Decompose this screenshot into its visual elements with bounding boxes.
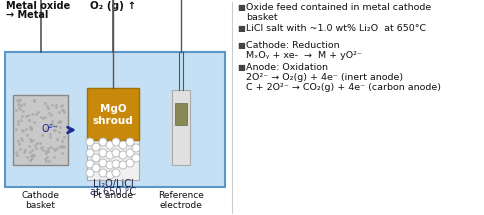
Circle shape [86, 160, 94, 168]
Circle shape [126, 149, 134, 157]
Bar [172, 90, 190, 165]
Circle shape [92, 164, 100, 172]
Circle shape [92, 143, 100, 151]
Text: basket: basket [246, 13, 278, 22]
Bar [13, 95, 68, 165]
Bar [5, 52, 225, 187]
Circle shape [86, 149, 94, 157]
Text: Pt anode: Pt anode [93, 191, 133, 200]
Bar [87, 88, 139, 180]
Circle shape [112, 160, 120, 168]
Circle shape [119, 151, 127, 159]
Circle shape [106, 161, 114, 169]
Circle shape [106, 151, 114, 159]
Circle shape [99, 138, 107, 146]
Circle shape [99, 169, 107, 177]
Text: Cathode
basket: Cathode basket [21, 191, 60, 210]
Text: O₂ (g) ↑: O₂ (g) ↑ [90, 1, 136, 11]
Circle shape [86, 138, 94, 146]
Text: at 650 °C: at 650 °C [90, 187, 136, 197]
Text: C + 2O²⁻ → CO₂(g) + 4e⁻ (carbon anode): C + 2O²⁻ → CO₂(g) + 4e⁻ (carbon anode) [246, 83, 441, 92]
Text: O²⁻: O²⁻ [42, 124, 58, 134]
Circle shape [126, 159, 134, 167]
Circle shape [119, 161, 127, 169]
Circle shape [126, 138, 134, 146]
Circle shape [112, 149, 120, 157]
Text: Cathode: Reduction: Cathode: Reduction [246, 41, 340, 50]
Text: ■: ■ [237, 3, 245, 12]
Text: ■: ■ [237, 24, 245, 33]
Text: ■: ■ [237, 63, 245, 72]
Text: LiCl salt with ~1.0 wt% Li₂O  at 650°C: LiCl salt with ~1.0 wt% Li₂O at 650°C [246, 24, 426, 33]
Bar [87, 88, 139, 140]
Text: ■: ■ [237, 41, 245, 50]
Text: MgO: MgO [100, 104, 126, 114]
Text: Li₂O/LiCl: Li₂O/LiCl [92, 179, 134, 189]
Circle shape [99, 159, 107, 167]
Circle shape [112, 138, 120, 146]
Text: → Metal: → Metal [6, 10, 48, 20]
Text: Anode: Oxidation: Anode: Oxidation [246, 63, 328, 72]
Bar [175, 103, 187, 125]
Text: MₓOᵧ + xe-  →  M + yO²⁻: MₓOᵧ + xe- → M + yO²⁻ [246, 51, 362, 60]
Circle shape [86, 169, 94, 177]
Text: Oxide feed contained in metal cathode: Oxide feed contained in metal cathode [246, 3, 431, 12]
Circle shape [132, 154, 140, 162]
Text: Metal oxide: Metal oxide [6, 1, 70, 11]
Circle shape [106, 171, 114, 179]
Text: 2O²⁻ → O₂(g) + 4e⁻ (inert anode): 2O²⁻ → O₂(g) + 4e⁻ (inert anode) [246, 73, 403, 82]
Circle shape [119, 141, 127, 149]
Circle shape [92, 154, 100, 162]
Circle shape [99, 149, 107, 157]
Circle shape [106, 141, 114, 149]
Circle shape [132, 144, 140, 152]
Text: shroud: shroud [92, 116, 134, 126]
Circle shape [112, 169, 120, 177]
Text: Reference
electrode: Reference electrode [158, 191, 204, 210]
